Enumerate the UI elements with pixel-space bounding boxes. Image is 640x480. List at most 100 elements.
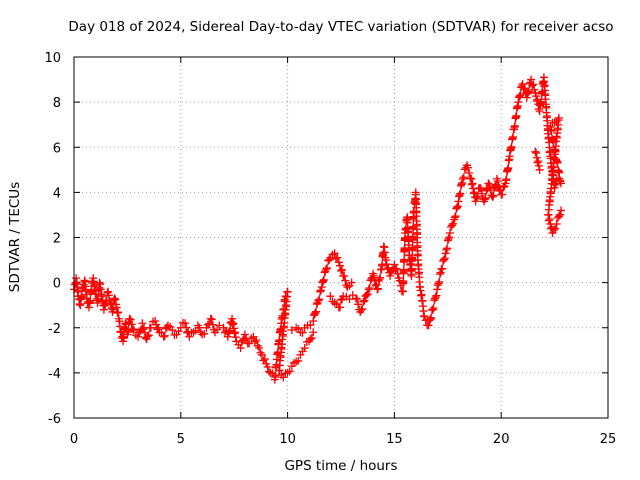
data-point <box>306 335 315 344</box>
data-point <box>125 314 134 323</box>
data-point <box>534 105 543 114</box>
data-point <box>330 249 339 258</box>
data-point <box>390 260 399 269</box>
data-point <box>325 255 334 264</box>
data-point <box>287 326 296 335</box>
data-point <box>181 319 190 328</box>
data-point <box>530 85 539 94</box>
x-axis-label: GPS time / hours <box>284 458 397 474</box>
data-point <box>444 234 453 243</box>
data-point <box>168 326 177 335</box>
y-tick-label: 6 <box>53 141 61 156</box>
y-tick-labels: -6 -4 -2 0 2 4 6 8 10 <box>44 51 61 427</box>
data-point <box>515 92 524 101</box>
x-tick-labels: 0 5 10 15 20 25 <box>70 432 616 447</box>
y-tick-label: -4 <box>48 367 61 382</box>
data-point <box>309 316 318 325</box>
data-point <box>312 300 321 309</box>
data-point <box>319 275 328 284</box>
data-point <box>283 368 292 377</box>
data-point <box>554 212 563 221</box>
y-tick-label: -6 <box>48 412 61 427</box>
data-point <box>532 148 541 157</box>
data-point <box>160 331 169 340</box>
data-point <box>238 336 247 345</box>
plot-frame <box>73 56 609 419</box>
data-point <box>200 329 209 338</box>
y-tick-label: 2 <box>53 232 61 247</box>
data-point <box>126 315 135 324</box>
data-point <box>472 194 481 203</box>
data-point <box>484 179 493 188</box>
data-point <box>257 350 266 359</box>
data-point <box>432 291 441 300</box>
data-point <box>524 87 533 96</box>
data-point <box>311 308 320 317</box>
data-point <box>128 324 137 333</box>
data-point <box>333 253 342 262</box>
data-point <box>322 265 331 274</box>
data-point <box>337 266 345 275</box>
data-point <box>298 328 307 337</box>
data-point <box>292 357 301 366</box>
data-point <box>360 296 369 305</box>
data-point <box>185 332 194 341</box>
data-point <box>440 254 449 263</box>
data-point <box>112 303 121 312</box>
data-point <box>532 153 541 162</box>
data-point <box>359 297 368 306</box>
data-point <box>357 306 366 315</box>
y-tick-label: 0 <box>53 277 61 292</box>
data-point <box>307 333 316 342</box>
data-point <box>488 192 497 201</box>
data-point <box>326 292 335 301</box>
data-point <box>545 215 554 224</box>
data-point <box>374 284 383 293</box>
data-point <box>436 268 445 277</box>
data-point <box>400 244 409 253</box>
data-point <box>315 295 324 304</box>
data-point <box>193 321 202 330</box>
data-point <box>427 313 436 322</box>
grid <box>74 57 608 418</box>
data-point <box>451 212 460 221</box>
data-point <box>151 316 160 325</box>
data-point <box>471 197 480 206</box>
data-point <box>449 219 458 228</box>
y-tick-label: 4 <box>53 186 61 201</box>
data-point <box>113 309 122 318</box>
x-tick-label: 0 <box>70 432 78 447</box>
data-point <box>189 328 198 337</box>
data-point <box>353 295 362 304</box>
data-point <box>364 285 373 294</box>
data-point <box>369 271 378 280</box>
data-point <box>343 283 352 292</box>
data-point <box>475 183 484 192</box>
data-point <box>528 81 537 90</box>
data-point <box>391 265 400 274</box>
data-point <box>551 180 560 189</box>
data-point <box>435 277 444 286</box>
data-point <box>198 330 207 339</box>
data-point <box>265 367 274 376</box>
data-point <box>555 176 564 185</box>
data-point <box>408 253 417 262</box>
data-point <box>86 296 95 305</box>
data-points <box>70 73 566 384</box>
data-point <box>450 213 459 222</box>
data-point <box>205 319 214 328</box>
data-point <box>498 190 507 199</box>
data-point <box>426 315 435 324</box>
data-point <box>399 265 408 274</box>
x-tick-label: 20 <box>493 432 510 447</box>
data-point <box>314 296 323 305</box>
x-tick-label: 10 <box>279 432 296 447</box>
data-point <box>206 314 215 323</box>
y-tick-label: 10 <box>44 51 61 66</box>
y-tick-label: -2 <box>48 322 61 337</box>
data-point <box>159 332 168 341</box>
data-point <box>110 294 119 303</box>
data-point <box>482 185 491 194</box>
data-point <box>399 287 408 296</box>
data-point <box>453 203 462 212</box>
